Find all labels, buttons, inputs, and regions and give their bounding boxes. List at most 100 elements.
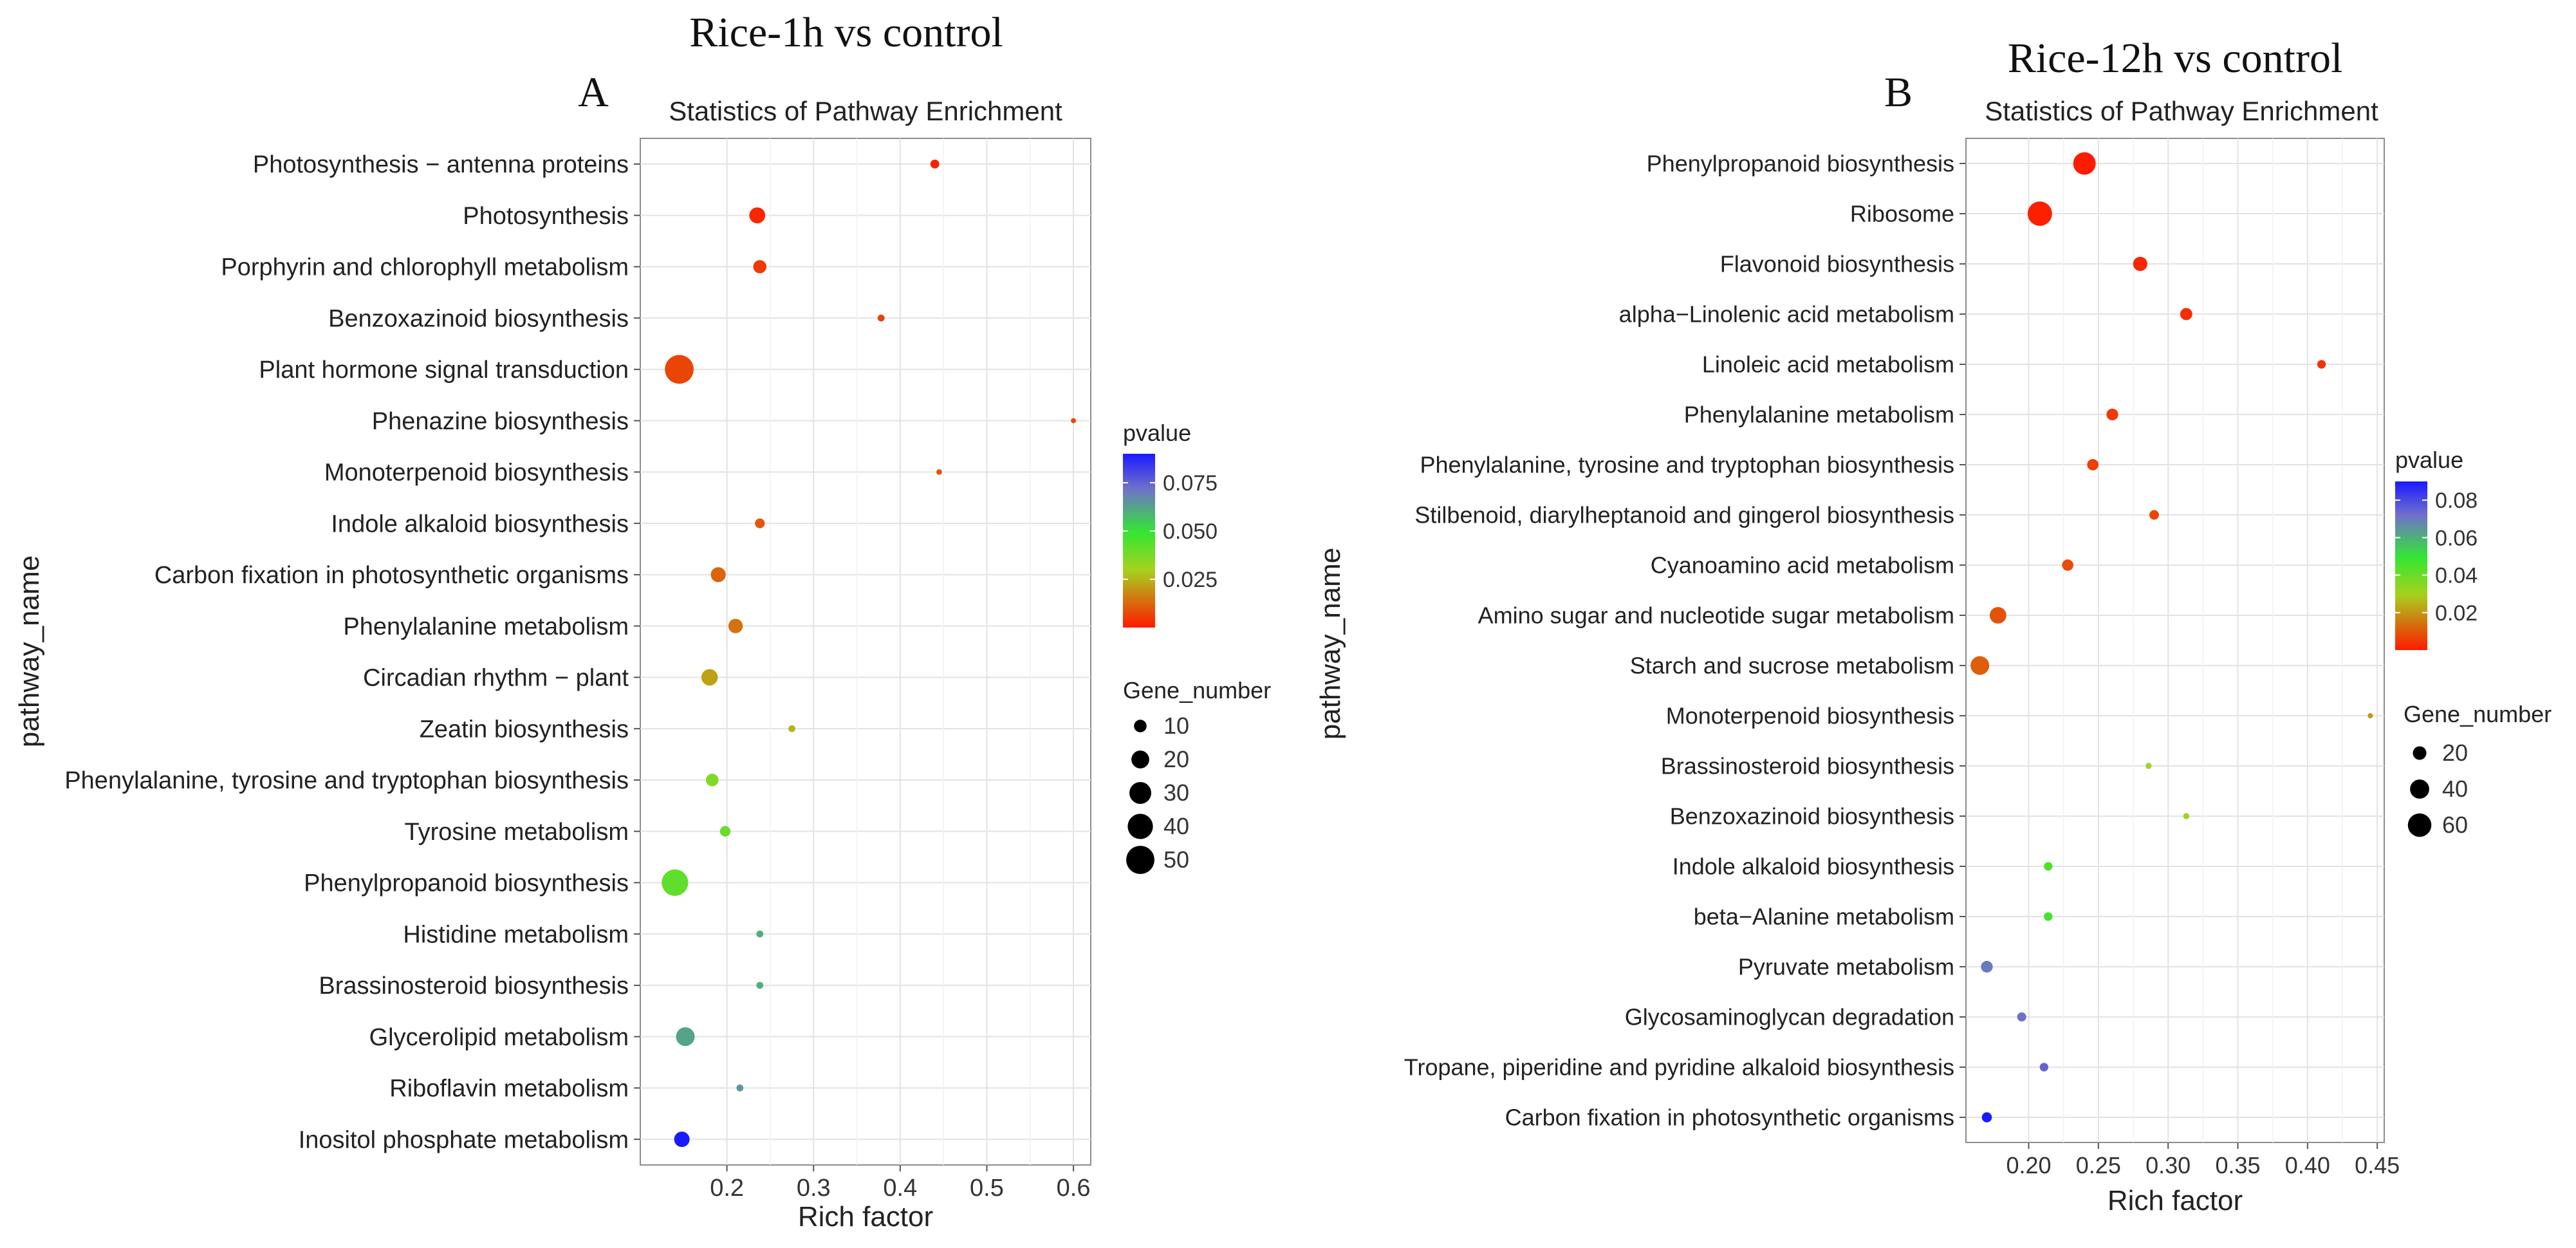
data-point [753,260,767,274]
panel-a-plot-area [640,138,1091,1166]
x-tick-label: 0.20 [2006,1152,2051,1178]
data-point [2368,713,2373,718]
data-point [1981,1112,1992,1122]
panel-a-letter: A [578,69,609,116]
data-point [877,314,885,322]
y-tick-label: Indole alkaloid biosynthesis [331,510,629,537]
size-legend-dot [1129,782,1151,804]
x-tick-label: 0.2 [710,1175,744,1202]
size-legend-label: 20 [1163,746,1189,772]
x-tick-label: 0.45 [2355,1152,2400,1178]
colorbar-tick-label: 0.025 [1163,568,1218,592]
y-tick-label: alpha−Linolenic acid metabolism [1619,301,1954,328]
panel-a-title: Statistics of Pathway Enrichment [669,96,1062,126]
y-tick-label: Phenazine biosynthesis [372,408,629,435]
size-legend-dot [2407,813,2432,837]
y-tick-label: Circadian rhythm − plant [363,665,629,692]
panel-a-x-ticks: 0.2 0.3 0.4 0.5 0.6 [710,1165,1090,1202]
colorbar-tick-label: 0.04 [2435,564,2478,588]
data-point [728,619,743,633]
size-legend-label: 40 [1163,813,1189,839]
y-tick-label: Pyruvate metabolism [1738,954,1954,980]
y-tick-label: Benzoxazinoid biosynthesis [328,305,629,332]
data-point [736,1085,744,1092]
data-point [2180,308,2192,321]
panel-a-color-legend: pvalue 0.025 0.050 0.075 [1123,420,1218,628]
y-tick-label: Plant hormone signal transduction [259,357,629,384]
panel-b: Rice-12h vs control B Statistics of Path… [1315,35,2552,1216]
y-tick-label: Photosynthesis − antenna proteins [253,151,629,178]
data-point [701,669,718,686]
y-tick-label: Histidine metabolism [403,921,629,948]
panel-a-points [662,159,1077,1148]
colorbar-tick-label: 0.075 [1163,471,1218,496]
y-tick-label: Indole alkaloid biosynthesis [1673,853,1954,880]
y-tick-label: Amino sugar and nucleotide sugar metabol… [1478,602,1954,629]
y-tick-label: Brassinosteroid biosynthesis [1661,753,1954,779]
panel-b-colorbar-ticks: 0.02 0.04 0.06 0.08 [2395,489,2478,626]
colorbar-tick-label: 0.08 [2435,489,2478,513]
panel-b-y-axis-title: pathway_name [1315,548,1346,740]
y-tick-label: Tropane, piperidine and pyridine alkaloi… [1404,1054,1954,1081]
data-point [2044,862,2053,871]
data-point [1071,418,1077,424]
data-point [662,869,689,896]
panel-a-heading: Rice-1h vs control [689,9,1003,56]
data-point [674,1132,690,1148]
y-tick-label: Phenylalanine, tyrosine and tryptophan b… [64,767,629,794]
panel-b-points [1970,152,2373,1122]
panel-a-size-legend-items: 10 20 30 40 50 [1126,712,1189,874]
data-point [1970,656,1990,675]
data-point [1989,607,2006,624]
panel-b-heading: Rice-12h vs control [2008,35,2343,82]
x-tick-label: 0.35 [2215,1152,2260,1178]
colorbar-tick-label: 0.02 [2435,601,2478,626]
data-point [930,159,940,169]
data-point [2073,152,2096,175]
y-tick-label: Flavonoid biosynthesis [1720,251,1954,277]
panel-a-colorbar [1123,454,1155,628]
panel-b-size-legend: Gene_number 20 40 60 [2404,701,2552,838]
y-tick-label: Phenylalanine metabolism [343,613,629,640]
y-tick-label: Riboflavin metabolism [389,1076,629,1103]
size-legend-dot [1127,814,1153,839]
y-tick-label: Linoleic acid metabolism [1702,351,1954,378]
data-point [2062,559,2073,571]
data-point [2106,408,2118,421]
panel-a-gridlines [640,138,1091,1165]
panel-a-colorbar-ticks: 0.025 0.050 0.075 [1123,471,1218,592]
y-tick-label: Stilbenoid, diarylheptanoid and gingerol… [1414,502,1954,528]
panel-b-color-legend: pvalue 0.02 0.04 0.06 0.08 [2395,447,2478,650]
panel-a-y-tick-labels: Photosynthesis − antenna proteins Photosy… [64,151,640,1153]
colorbar-tick-label: 0.06 [2435,526,2478,550]
y-tick-label: Monoterpenoid biosynthesis [1666,703,1954,729]
panel-a-size-legend: Gene_number 10 20 30 40 50 [1123,677,1271,874]
y-tick-label: Carbon fixation in photosynthetic organi… [154,562,629,589]
size-legend-dot [1126,846,1154,874]
y-tick-label: Inositol phosphate metabolism [299,1126,629,1153]
data-point [2183,813,2190,819]
y-tick-label: Carbon fixation in photosynthetic organi… [1505,1104,1954,1131]
y-tick-label: Glycerolipid metabolism [369,1024,629,1051]
data-point [676,1027,695,1047]
panel-b-x-ticks: 0.20 0.25 0.30 0.35 0.40 0.45 [2006,1142,2400,1178]
panel-a: Rice-1h vs control A Statistics of Pathw… [14,9,1271,1233]
panel-b-colorbar [2395,481,2427,650]
panel-b-y-tick-labels: Phenylpropanoid biosynthesis Ribosome Flav… [1404,151,1966,1131]
data-point [705,774,719,787]
y-tick-label: Starch and sucrose metabolism [1630,653,1954,679]
data-point [755,518,765,528]
y-tick-label: Photosynthesis [463,203,629,230]
data-point [2027,201,2052,226]
panel-b-size-legend-items: 20 40 60 [2407,740,2468,838]
size-legend-dot [1131,750,1149,768]
y-tick-label: Cyanoamino acid metabolism [1651,552,1954,579]
x-tick-label: 0.4 [883,1175,917,1202]
panel-a-x-axis-title: Rich factor [798,1201,933,1233]
size-legend-label: 60 [2442,812,2468,838]
data-point [2149,510,2159,520]
panel-a-color-legend-title: pvalue [1123,420,1191,446]
y-tick-label: Benzoxazinoid biosynthesis [1670,803,1954,830]
panel-b-gridlines [1966,138,2384,1142]
